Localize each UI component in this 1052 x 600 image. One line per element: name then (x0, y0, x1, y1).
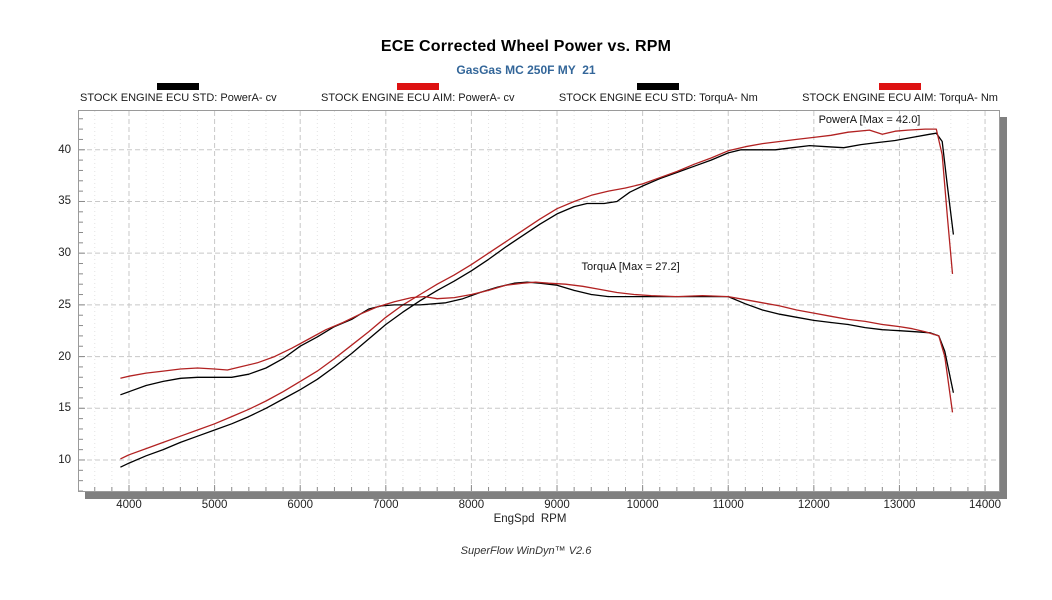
x-tick-label: 6000 (287, 499, 313, 511)
x-tick-label: 14000 (969, 499, 1002, 511)
series-torque-std-line (120, 281, 955, 396)
chart-svg (79, 111, 999, 492)
legend-item-torque-aim: STOCK ENGINE ECU AIM: TorquA- Nm (802, 83, 998, 104)
plot-area (78, 110, 1000, 492)
legend-color-swatch (879, 83, 922, 90)
y-tick-label: 25 (58, 298, 71, 311)
legend-item-label: STOCK ENGINE ECU AIM: PowerA- cv (320, 92, 515, 104)
x-tick-label: 4000 (116, 499, 142, 511)
page-title: ECE Corrected Wheel Power vs. RPM (380, 38, 672, 55)
series-power-aim-line (120, 128, 954, 460)
legend-color-swatch (637, 83, 680, 90)
x-axis-title: EngSpd RPM (493, 513, 567, 525)
series-torque-aim-line (120, 281, 954, 413)
legend-color-swatch (396, 83, 439, 90)
legend: STOCK ENGINE ECU STD: PowerA- cv STOCK E… (80, 83, 998, 104)
chart-subtitle: GasGas MC 250F MY 21 (456, 63, 596, 77)
y-tick-label: 40 (58, 143, 71, 156)
legend-color-swatch (157, 83, 200, 90)
y-tick-label: 15 (58, 402, 71, 415)
legend-item-power-aim: STOCK ENGINE ECU AIM: PowerA- cv (321, 83, 515, 104)
footer-brand: SuperFlow WinDyn™ V2.6 (460, 545, 592, 557)
x-tick-label: 5000 (201, 499, 228, 511)
x-tick-label: 8000 (458, 499, 485, 511)
x-tick-label: 12000 (797, 499, 830, 511)
legend-item-label: STOCK ENGINE ECU STD: TorquA- Nm (558, 92, 758, 104)
legend-item-torque-std: STOCK ENGINE ECU STD: TorquA- Nm (559, 83, 758, 104)
y-tick-label: 10 (58, 453, 71, 466)
y-tick-label: 35 (58, 195, 71, 208)
x-tick-label: 9000 (544, 499, 570, 511)
x-tick-label: 13000 (883, 499, 916, 511)
y-tick-label: 20 (58, 350, 71, 363)
legend-item-power-std: STOCK ENGINE ECU STD: PowerA- cv (80, 83, 277, 104)
power-max-annotation: PowerA [Max = 42.0] (815, 113, 924, 126)
plot-shadow-right (1000, 117, 1007, 499)
x-tick-label: 10000 (626, 499, 659, 511)
series-power-std-line (120, 132, 955, 468)
x-tick-label: 11000 (712, 499, 744, 511)
plot-shadow-bottom (85, 492, 1007, 499)
legend-item-label: STOCK ENGINE ECU STD: PowerA- cv (80, 92, 277, 104)
torque-max-annotation: TorquA [Max = 27.2] (578, 260, 683, 273)
legend-item-label: STOCK ENGINE ECU AIM: TorquA- Nm (802, 92, 998, 104)
x-tick-label: 7000 (373, 499, 399, 511)
y-tick-label: 30 (58, 247, 71, 260)
